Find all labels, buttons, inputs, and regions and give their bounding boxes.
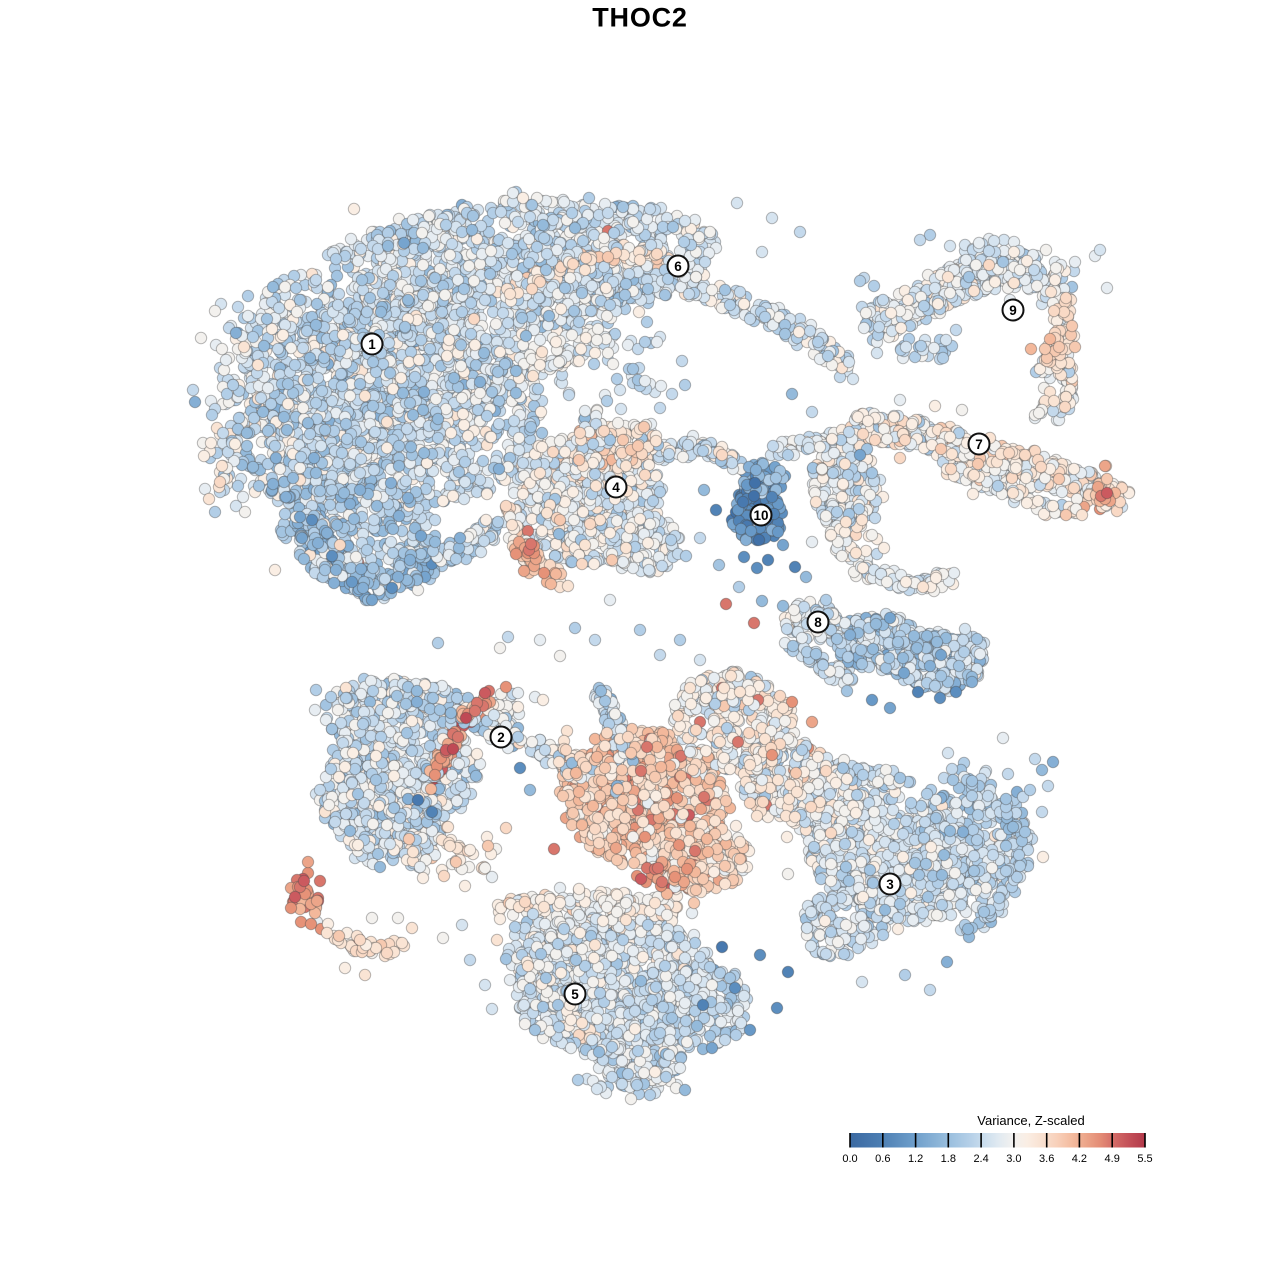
svg-text:THOC2: THOC2 — [592, 3, 688, 33]
